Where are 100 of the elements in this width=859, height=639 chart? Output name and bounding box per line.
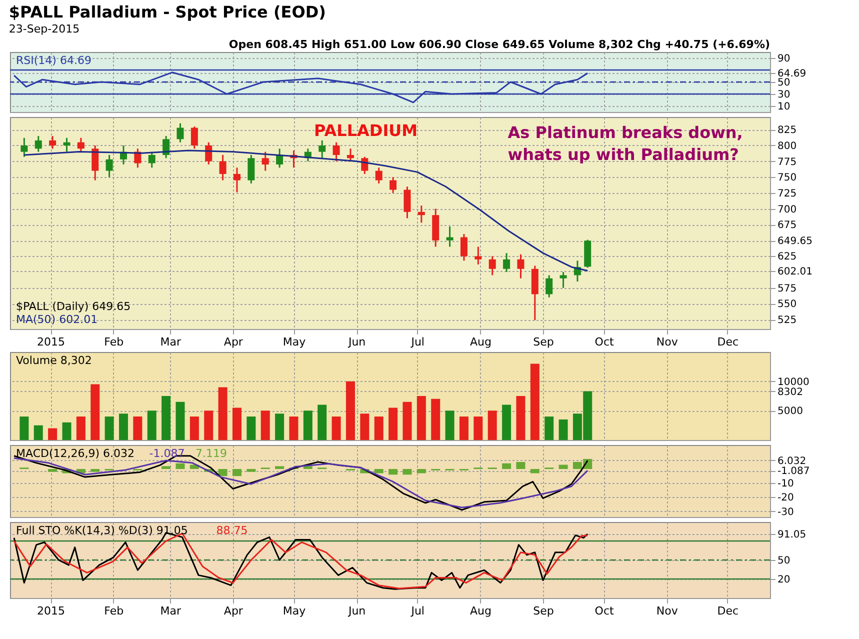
legend-title: $PALL (Daily) 649.65 — [16, 300, 131, 313]
y-tick-label: 675 — [778, 220, 797, 232]
bar — [516, 462, 526, 469]
x-tick-label: 2015 — [37, 336, 66, 348]
chart-title: $PALL Palladium - Spot Price (EOD) — [8, 2, 326, 22]
x-tick-label: Apr — [224, 604, 244, 618]
bar — [275, 466, 284, 469]
candlestick — [248, 154, 255, 184]
bar — [402, 402, 412, 440]
candlestick — [560, 271, 567, 289]
candlestick — [318, 140, 326, 159]
bar — [133, 416, 142, 440]
candlestick — [503, 252, 510, 273]
series-label: 88.75 — [216, 524, 248, 537]
candlestick — [332, 142, 340, 162]
candlestick — [205, 142, 212, 166]
x-tick-label: Feb — [104, 336, 124, 348]
y-tick-label: 525 — [778, 315, 797, 326]
bar — [459, 416, 468, 440]
bar — [388, 408, 398, 440]
bar — [544, 416, 554, 440]
x-tick-label: Sep — [533, 336, 554, 348]
candlestick — [34, 135, 42, 153]
series-label: Volume 8,302 — [16, 354, 92, 367]
bar — [90, 469, 100, 472]
x-tick-label: Sep — [533, 604, 554, 618]
x-tick-label: 2015 — [37, 604, 66, 618]
candlestick — [390, 176, 397, 194]
y-tick-label: -20 — [778, 492, 794, 504]
y-tick-label: 50 — [778, 78, 790, 88]
bar — [445, 410, 454, 440]
y-tick-label: 725 — [778, 188, 797, 200]
bar — [502, 463, 512, 469]
bar — [502, 404, 512, 440]
bar — [260, 410, 270, 440]
line-series — [23, 150, 588, 272]
candlestick — [63, 137, 70, 153]
x-tick-label: Jul — [410, 604, 424, 618]
annotation: whats up with Palladium? — [508, 145, 739, 164]
bar — [275, 414, 284, 440]
x-tick-label: May — [282, 336, 306, 348]
y-tick-label: 30 — [778, 90, 790, 100]
bar — [289, 416, 298, 440]
y-tick-label: 775 — [778, 156, 797, 168]
candlestick — [219, 154, 226, 182]
bar — [558, 464, 568, 469]
bar — [76, 416, 86, 440]
candlestick — [418, 204, 425, 224]
candlestick — [148, 151, 156, 168]
x-tick-label: May — [282, 604, 306, 618]
x-tick-label: Dec — [717, 604, 739, 618]
x-tick-label: Jul — [410, 336, 424, 348]
y-tick-label: 700 — [778, 204, 797, 216]
bar — [190, 416, 199, 440]
bar — [218, 387, 228, 440]
bar — [104, 416, 114, 440]
bar — [530, 364, 540, 440]
bar — [118, 414, 128, 440]
bar — [232, 408, 242, 440]
x-tick-label: Aug — [470, 336, 492, 348]
annotation: PALLADIUM — [314, 121, 418, 140]
y-tick-label: 50 — [778, 556, 790, 566]
y-tick-label: 649.65 — [778, 236, 812, 248]
candlestick — [361, 156, 368, 175]
y-tick-label: 90 — [778, 54, 790, 64]
y-tick-label: 825 — [778, 125, 797, 136]
bar — [218, 469, 228, 476]
bar — [62, 422, 72, 440]
bar — [303, 466, 312, 469]
bar — [176, 463, 185, 469]
x-tick-label: Oct — [594, 336, 615, 348]
bar — [246, 416, 256, 440]
x-tick-label: Oct — [594, 604, 615, 618]
y-tick-label: 20 — [778, 574, 790, 586]
candlestick — [262, 151, 269, 172]
x-tick-label: Feb — [104, 604, 124, 618]
x-tick-label: Dec — [717, 336, 739, 348]
x-tick-label: Jun — [347, 604, 366, 618]
candlestick — [517, 254, 524, 280]
bar — [530, 469, 540, 474]
y-tick-label: 750 — [778, 172, 797, 184]
y-tick-label: -30 — [778, 506, 794, 518]
y-tick-label: 10000 — [778, 376, 810, 388]
candlestick — [446, 226, 454, 248]
bar — [90, 384, 100, 440]
candlestick — [276, 148, 284, 168]
y-tick-label: 6.032 — [778, 456, 806, 467]
y-tick-label: 10 — [778, 102, 790, 112]
bar — [162, 466, 171, 469]
bar — [431, 398, 440, 440]
candlestick — [346, 148, 354, 162]
bar — [388, 469, 398, 475]
y-tick-label: -10 — [778, 478, 794, 490]
bar — [488, 410, 497, 440]
candlestick — [190, 126, 198, 150]
bar — [360, 414, 370, 440]
candlestick — [92, 144, 99, 182]
y-tick-label: 800 — [778, 140, 797, 152]
annotation: As Platinum breaks down, — [508, 123, 743, 142]
y-tick-label: 5000 — [778, 406, 803, 418]
